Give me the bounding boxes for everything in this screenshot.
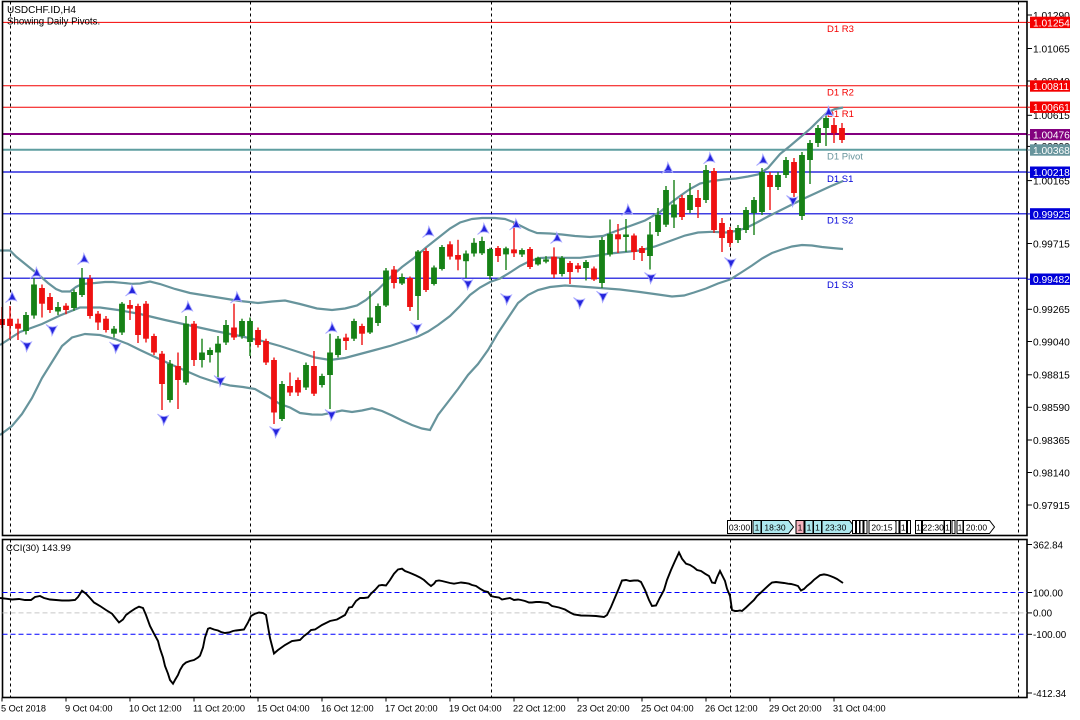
svg-text:D1 S1: D1 S1 <box>827 174 853 185</box>
svg-text:1: 1 <box>798 522 803 532</box>
svg-text:1.00615: 1.00615 <box>1033 111 1070 122</box>
svg-text:1.01254: 1.01254 <box>1033 18 1070 29</box>
svg-text:0.99482: 0.99482 <box>1033 275 1070 286</box>
svg-text:USDCHF.ID,H4: USDCHF.ID,H4 <box>7 5 76 16</box>
svg-text:0.98590: 0.98590 <box>1033 403 1070 414</box>
svg-text:10 Oct 12:00: 10 Oct 12:00 <box>129 704 182 714</box>
svg-text:26 Oct 12:00: 26 Oct 12:00 <box>705 704 758 714</box>
svg-text:D1 Pivot: D1 Pivot <box>827 152 863 163</box>
svg-text:Showing Daily Pivots.: Showing Daily Pivots. <box>7 17 100 28</box>
svg-text:362.84: 362.84 <box>1033 540 1064 551</box>
svg-text:1.01290: 1.01290 <box>1033 11 1070 22</box>
svg-text:D1 S2: D1 S2 <box>827 216 853 227</box>
svg-text:0.99925: 0.99925 <box>1033 210 1070 221</box>
svg-text:03:00: 03:00 <box>729 522 751 532</box>
svg-text:1.00165: 1.00165 <box>1033 176 1070 187</box>
svg-text:1: 1 <box>815 522 820 532</box>
svg-text:CCI(30) 143.99: CCI(30) 143.99 <box>6 543 71 554</box>
svg-text:25 Oct 04:00: 25 Oct 04:00 <box>641 704 694 714</box>
svg-text:1.00476: 1.00476 <box>1033 131 1070 142</box>
svg-text:0.98365: 0.98365 <box>1033 436 1070 447</box>
svg-text:-412.34: -412.34 <box>1033 689 1067 700</box>
svg-text:16 Oct 12:00: 16 Oct 12:00 <box>321 704 374 714</box>
svg-text:29 Oct 20:00: 29 Oct 20:00 <box>769 704 822 714</box>
svg-text:0.00: 0.00 <box>1033 609 1053 620</box>
svg-text:D1 R3: D1 R3 <box>827 24 854 35</box>
svg-text:1: 1 <box>958 522 963 532</box>
svg-text:11 Oct 20:00: 11 Oct 20:00 <box>193 704 245 714</box>
svg-text:31 Oct 04:00: 31 Oct 04:00 <box>833 704 886 714</box>
svg-text:22:30: 22:30 <box>923 522 945 532</box>
svg-text:D1 R2: D1 R2 <box>827 88 854 99</box>
svg-text:0.99040: 0.99040 <box>1033 337 1070 348</box>
svg-text:1: 1 <box>807 522 812 532</box>
svg-text:1.00811: 1.00811 <box>1033 82 1069 93</box>
svg-text:22 Oct 12:00: 22 Oct 12:00 <box>513 704 566 714</box>
svg-text:23:30: 23:30 <box>825 522 847 532</box>
svg-text:0.98140: 0.98140 <box>1033 468 1070 479</box>
svg-text:0.97915: 0.97915 <box>1033 501 1070 512</box>
svg-text:17 Oct 20:00: 17 Oct 20:00 <box>385 704 438 714</box>
svg-text:D1 R1: D1 R1 <box>827 109 854 120</box>
svg-text:5 Oct 2018: 5 Oct 2018 <box>1 704 46 714</box>
svg-text:0.99715: 0.99715 <box>1033 239 1070 250</box>
svg-text:1: 1 <box>755 522 760 532</box>
svg-text:18:30: 18:30 <box>764 522 786 532</box>
svg-text:1.00368: 1.00368 <box>1033 146 1070 157</box>
svg-text:20:15: 20:15 <box>871 522 893 532</box>
svg-text:0.99265: 0.99265 <box>1033 305 1070 316</box>
svg-text:0.98815: 0.98815 <box>1033 371 1070 382</box>
svg-text:D1 S3: D1 S3 <box>827 280 853 291</box>
svg-text:1: 1 <box>901 522 906 532</box>
svg-text:1: 1 <box>945 522 950 532</box>
svg-text:9 Oct 04:00: 9 Oct 04:00 <box>65 704 113 714</box>
svg-text:23 Oct 20:00: 23 Oct 20:00 <box>577 704 630 714</box>
svg-text:19 Oct 04:00: 19 Oct 04:00 <box>449 704 502 714</box>
svg-text:1.01065: 1.01065 <box>1033 44 1070 55</box>
svg-text:20:00: 20:00 <box>966 522 988 532</box>
svg-text:1.00218: 1.00218 <box>1033 168 1070 179</box>
svg-text:100.00: 100.00 <box>1033 588 1064 599</box>
svg-text:1.00661: 1.00661 <box>1033 103 1070 114</box>
svg-text:15 Oct 04:00: 15 Oct 04:00 <box>257 704 310 714</box>
svg-text:-100.00: -100.00 <box>1033 630 1067 641</box>
svg-text:1: 1 <box>916 522 921 532</box>
